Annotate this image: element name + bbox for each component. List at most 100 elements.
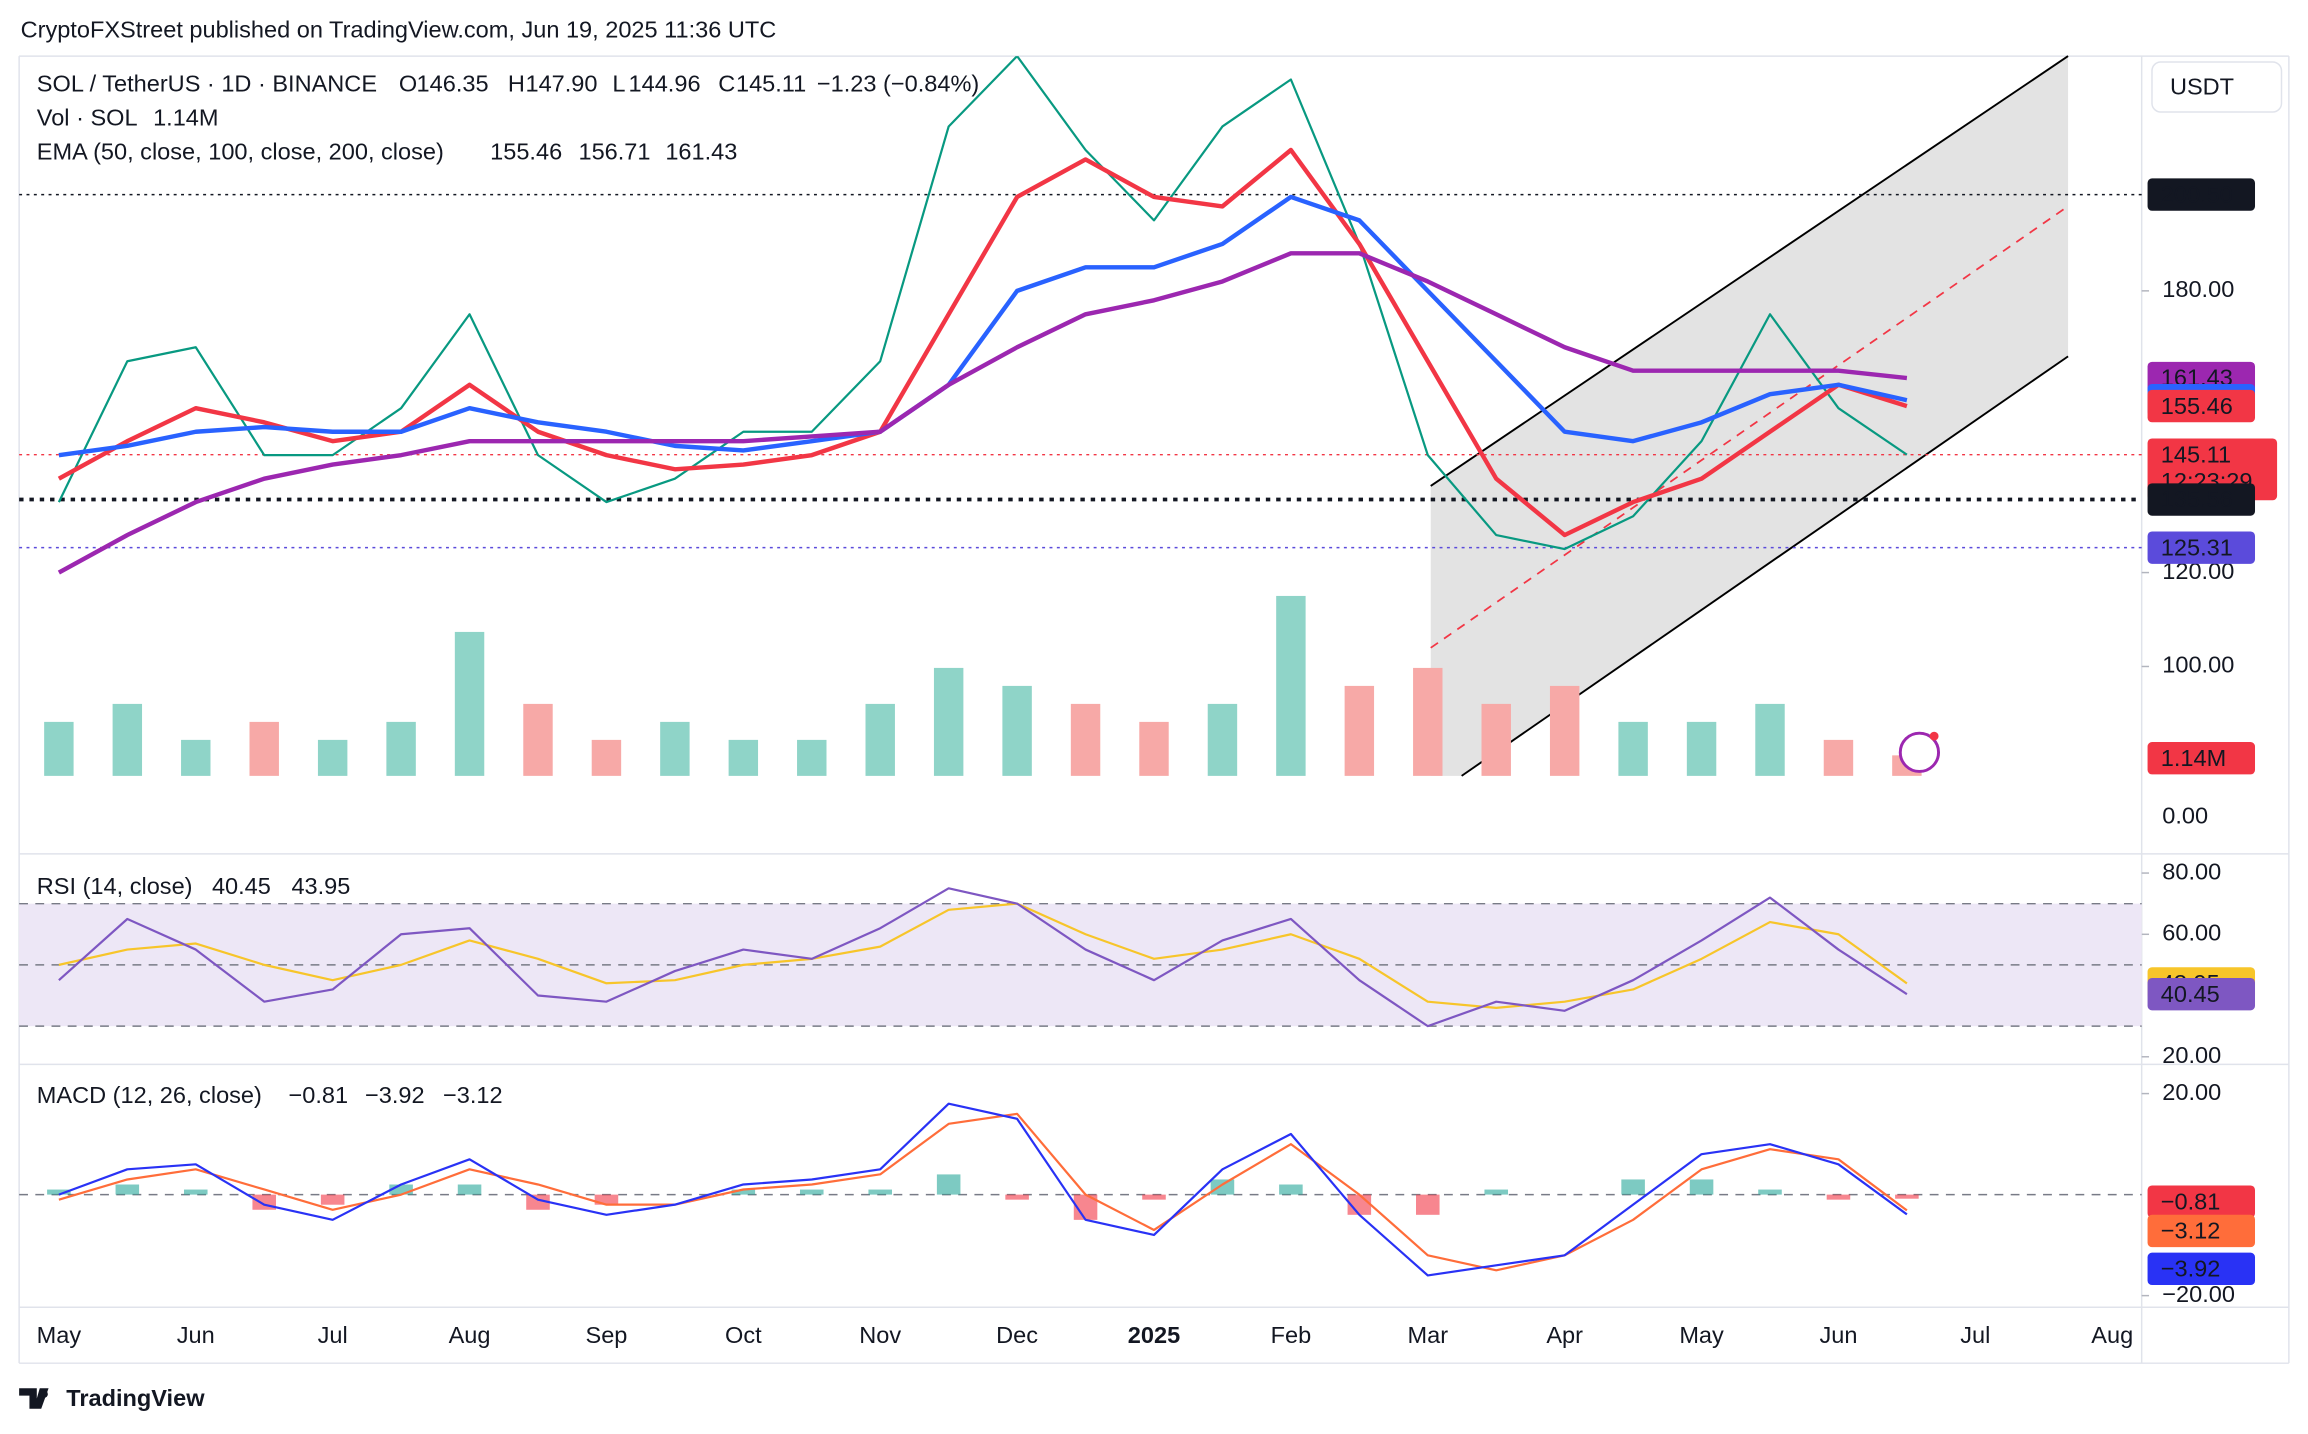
macd-tag-label: −3.92 [2161,1256,2221,1282]
x-tick-label: May [1679,1322,1724,1348]
macd-hist [1279,1184,1303,1195]
macd-signal-tag [2147,1214,2256,1248]
volume-bar [728,739,759,776]
y-tick-label: 180.00 [2162,276,2234,302]
volume-bar [317,739,348,776]
ema-line [58,194,1908,458]
volume-bar [797,739,827,776]
volume-bar [1686,721,1717,776]
event-icon [1898,731,1941,773]
ohlc-value: 146.35 [417,71,489,97]
volume-tag [2147,742,2256,775]
volume-bar [386,721,416,776]
macd-hist [115,1184,140,1195]
ohlc-key: O [399,71,417,97]
volume-bar [1413,667,1443,776]
macd-hist [936,1174,961,1195]
macd-hist [1416,1194,1440,1215]
rsi-line [58,887,1908,1028]
y-tick-label: 80.00 [2162,858,2221,884]
x-tick-label: Jun [1819,1322,1857,1348]
macd-hist [320,1194,345,1205]
x-tick-label: Mar [1407,1322,1448,1348]
x-tick-label: Apr [1546,1322,1583,1348]
volume-bar [44,721,74,776]
x-tick-label: Sep [585,1322,627,1348]
volume-bar [1481,703,1511,776]
rsi-ma-value: 43.95 [291,873,350,899]
currency: USDT [2170,74,2234,100]
y-tick-label: 20.00 [2162,1079,2221,1105]
volume-bar [1139,721,1169,776]
macd-hist [1210,1179,1235,1195]
event-dot [1929,731,1939,741]
macd-hist [731,1189,756,1195]
ohlc-key: L [612,71,625,97]
ohlc-value: 145.11 [736,71,806,97]
price-tag [2147,178,2256,211]
macd-hist-tag [2147,1185,2256,1218]
price-tag-label: 145.11 [2161,441,2231,467]
volume-bar [249,721,279,776]
ema-value: 161.43 [665,138,737,164]
x-tick-label: Jun [177,1322,215,1348]
volume-bar [660,721,690,776]
ohlc-key: H [508,71,525,97]
macd-hist [1758,1189,1782,1195]
macd-value: −3.92 [365,1082,425,1108]
volume-bar [865,703,895,776]
price-tag [2147,531,2256,564]
volume-bar [181,739,211,776]
pane-borders [18,55,2290,1364]
ema-title: EMA (50, close, 100, close, 200, close) [37,138,444,164]
macd-hist [526,1194,550,1210]
macd-hist [1895,1194,1919,1199]
macd-hist [1073,1194,1098,1220]
volume-title: Vol · SOL [37,105,138,131]
price-tag [2147,483,2256,516]
volume-tag-label: 1.14M [2161,745,2226,771]
ohlc-change: −1.23 (−0.84%) [817,71,979,97]
volume-bar [933,667,964,776]
volume-axis-label: 0.00 [2162,802,2208,828]
x-tick-label: Feb [1271,1322,1312,1348]
x-tick-label: Jul [1960,1322,1990,1348]
macd-hist [799,1189,824,1195]
rsi-value: 40.45 [212,873,271,899]
volume-bar [1618,721,1648,776]
volume-bar [454,631,485,776]
macd-hist [389,1184,413,1195]
volume-bar [1549,685,1580,776]
plot-area: May Jun Jul Aug Sep Oct Nov Dec 2025 Feb Mar Apr May… [19,56,2278,1348]
x-tick-label: Dec [996,1322,1038,1348]
volume-value: 1.14M [153,105,218,131]
macd-title: MACD (12, 26, close) [37,1082,262,1108]
price-tag-label: 135.56 [2161,486,2233,512]
volume-bar [112,703,143,776]
price-tag-label: 125.31 [2161,534,2233,560]
rsi-title: RSI (14, close) [37,873,193,899]
macd-hist-value: −0.81 [289,1082,349,1108]
macd-hist [594,1194,619,1205]
y-tick-label: 20.00 [2162,1042,2221,1068]
currency-box [2151,61,2283,113]
symbol: SOL / TetherUS · 1D · BINANCE [37,71,377,97]
macd-hist [1484,1189,1509,1195]
macd-hist [47,1189,71,1195]
macd-hist [1826,1194,1851,1200]
volume-bar [591,739,622,776]
ema-value: 155.46 [490,138,562,164]
x-tick-label: May [37,1322,82,1348]
ema-value: 156.71 [578,138,650,164]
volume-bar [1755,703,1785,776]
logo [19,1388,49,1409]
macd-hist [457,1184,482,1195]
ohlc-value: 144.96 [629,71,701,97]
price-tag-label: 200.50 [2161,181,2233,207]
macd-hist [868,1189,892,1195]
rsi-tag [2147,977,2256,1011]
macd-signal-tag-label: −3.12 [2161,1218,2221,1244]
ohlc-key: C [718,71,735,97]
